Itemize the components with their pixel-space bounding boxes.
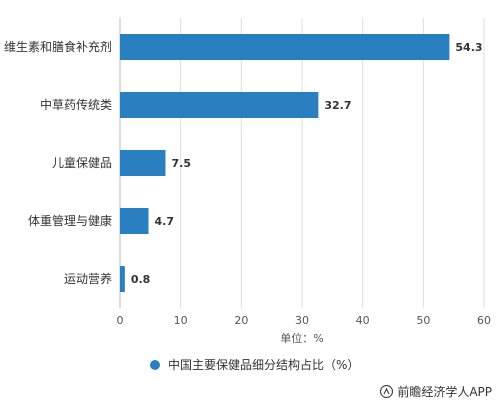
bar-0 [120, 34, 450, 60]
x-tick-label-1: 10 [174, 314, 188, 327]
x-tick-label-0: 0 [117, 314, 124, 327]
legend-label: 中国主要保健品细分结构占比（%） [168, 358, 360, 372]
value-label-3: 4.7 [155, 215, 175, 228]
value-label-1: 32.7 [324, 99, 351, 112]
x-axis-label: 单位：% [280, 331, 323, 345]
x-tick-labels: 0 10 20 30 40 50 60 [117, 314, 492, 327]
bar-group [120, 34, 450, 292]
value-label-4: 0.8 [131, 273, 151, 286]
credit-text: 前瞻经济学人APP [397, 385, 492, 399]
bar-1 [120, 92, 319, 118]
source-credit: 前瞻经济学人APP [380, 383, 492, 400]
legend-marker [150, 359, 160, 370]
x-tick-label-2: 20 [234, 314, 248, 327]
bar-2 [120, 150, 166, 176]
value-label-0: 54.3 [455, 41, 482, 54]
category-label-0: 维生素和膳食补充剂 [4, 39, 112, 54]
legend: 中国主要保健品细分结构占比（%） [150, 356, 359, 373]
value-labels: 54.3 32.7 7.5 4.7 0.8 [131, 41, 483, 286]
category-label-4: 运动营养 [64, 271, 112, 286]
x-tick-label-3: 30 [295, 314, 309, 327]
x-tick-label-4: 40 [356, 314, 370, 327]
category-label-3: 体重管理与健康 [28, 213, 112, 228]
category-label-2: 儿童保健品 [52, 155, 112, 170]
grid-lines [119, 18, 485, 308]
value-label-2: 7.5 [172, 157, 192, 170]
category-label-1: 中草药传统类 [40, 97, 112, 112]
x-tick-label-6: 60 [477, 314, 491, 327]
bar-4 [120, 266, 125, 292]
bar-3 [120, 208, 149, 234]
x-tick-label-5: 50 [416, 314, 430, 327]
brand-logo-icon [380, 385, 394, 398]
